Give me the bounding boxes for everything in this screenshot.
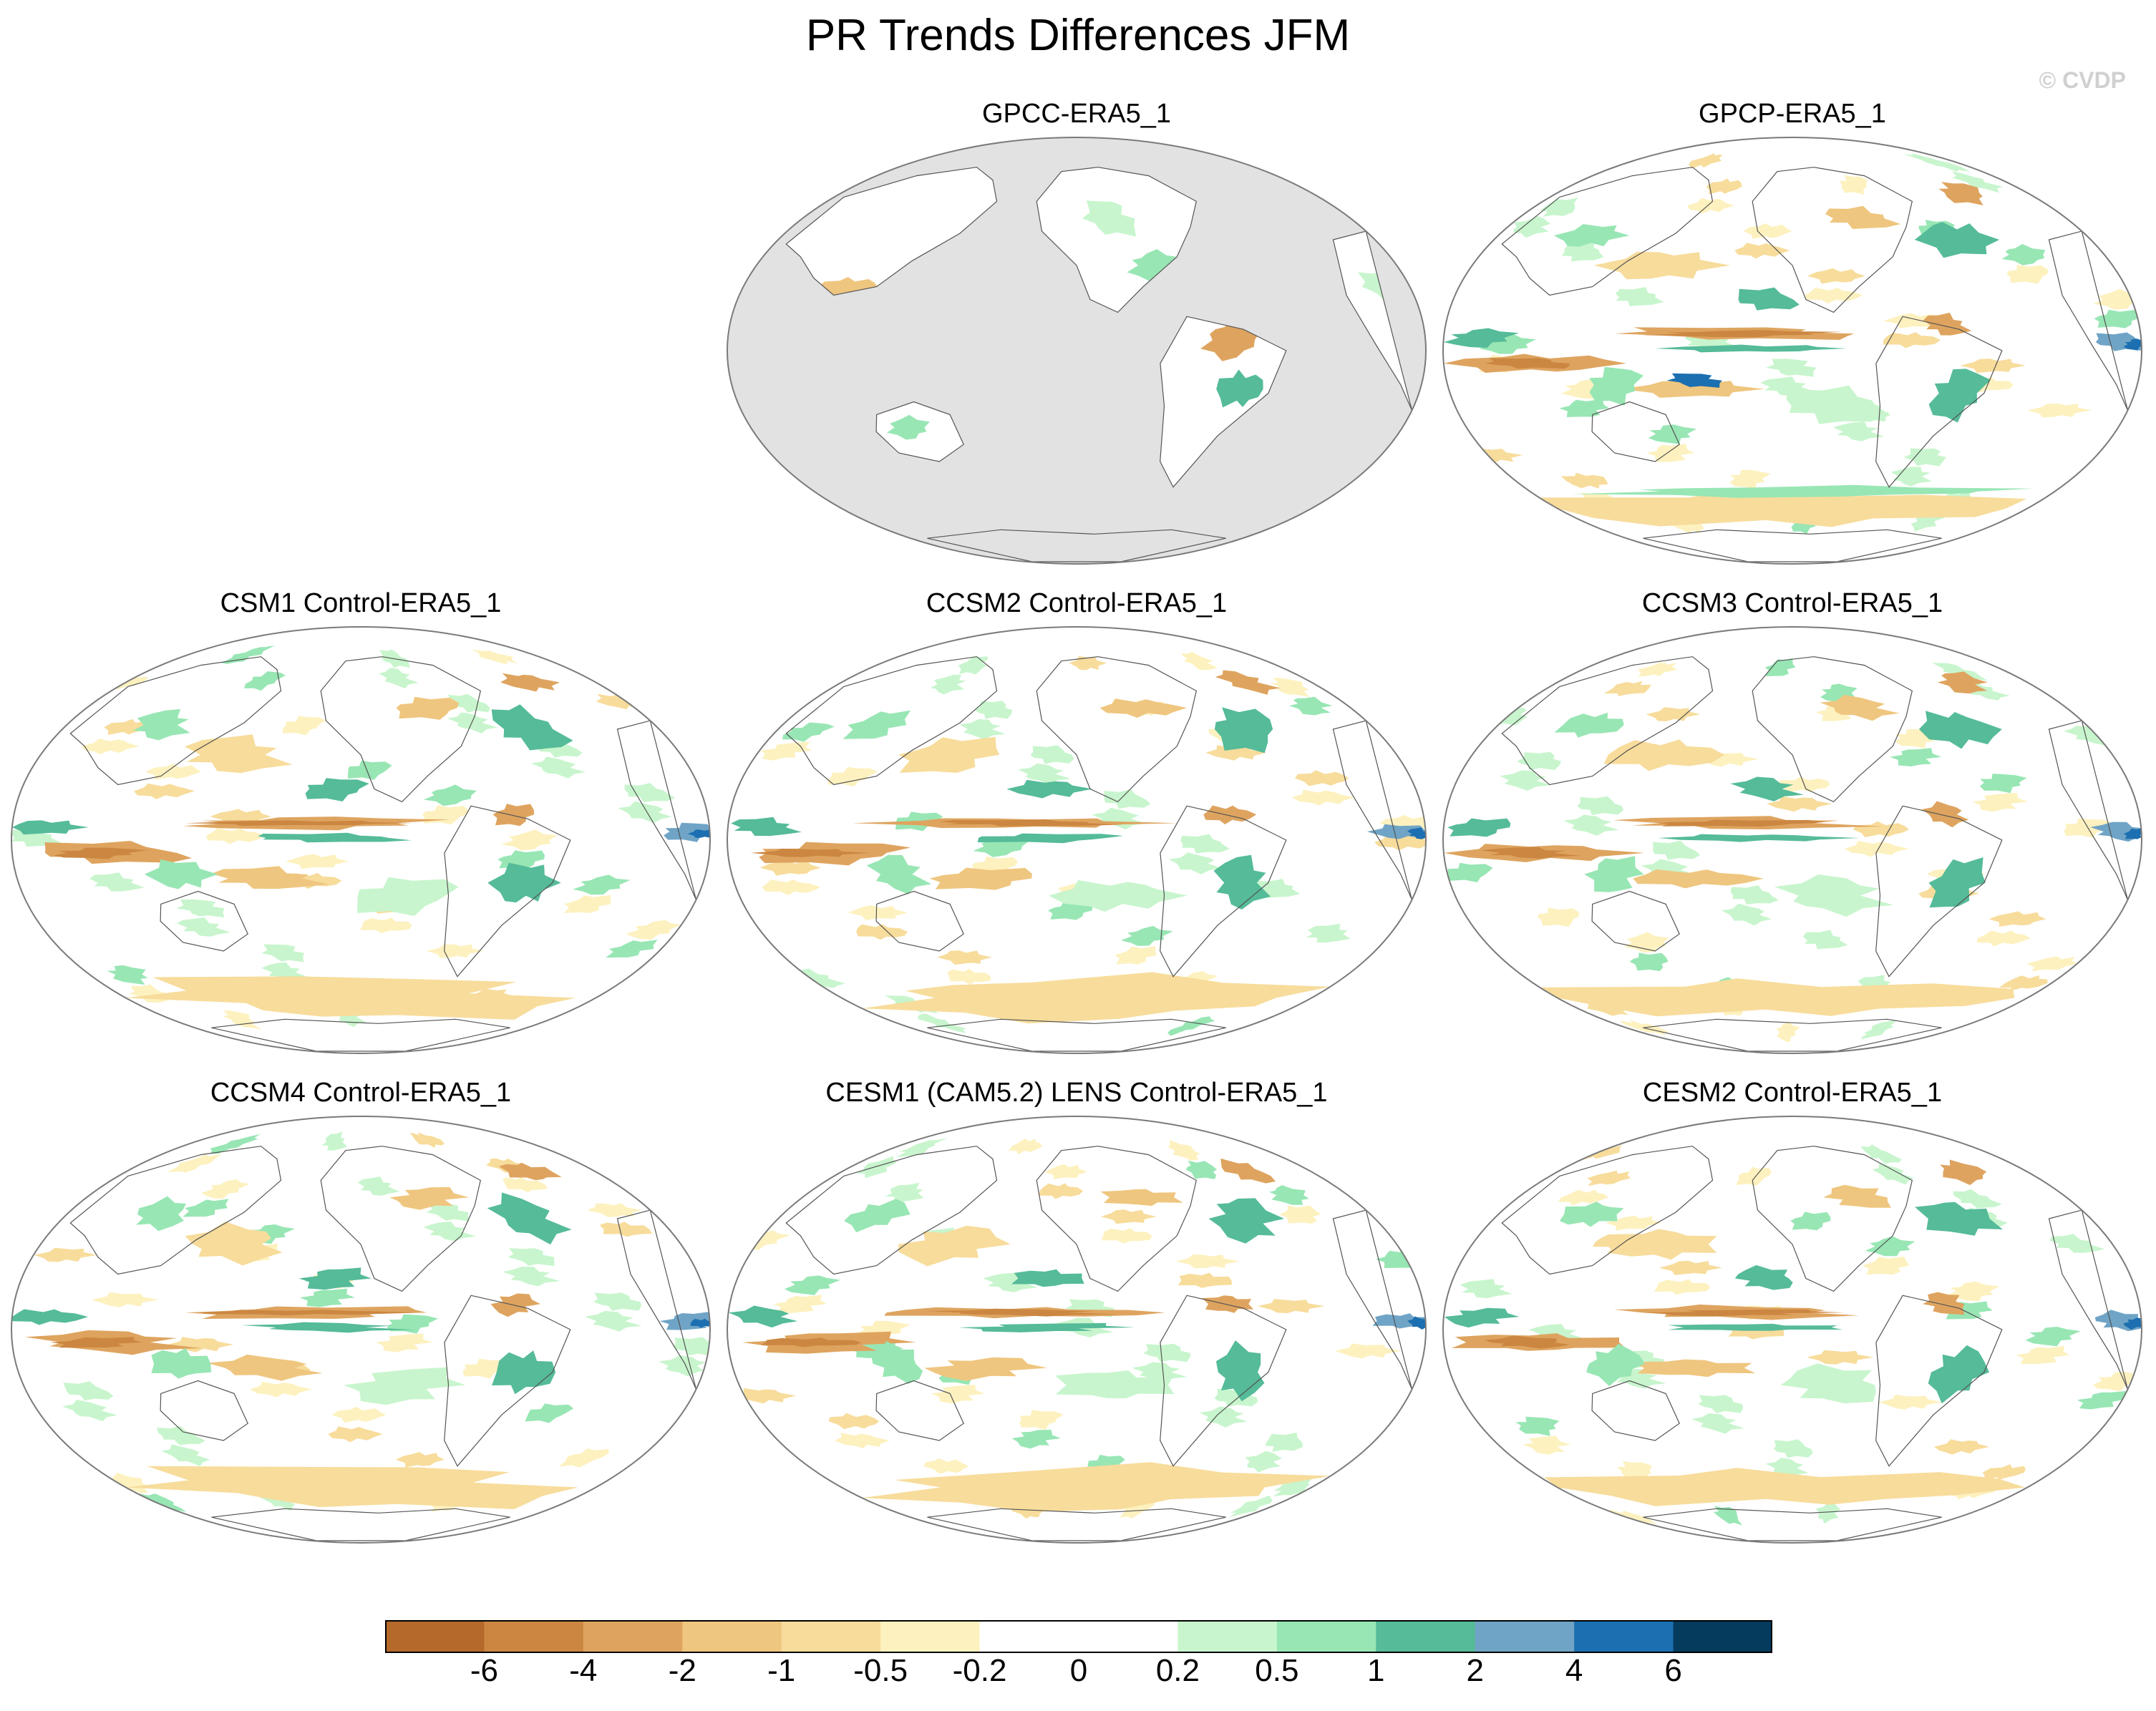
map-globe: [727, 137, 1427, 565]
colorbar-box: [1475, 1620, 1575, 1653]
colorbar-tick-labels: -6 -4 -2 -1 -0.5 -0.2 0 0.2 0.5 1 2 4 6: [0, 1653, 2156, 1696]
colorbar-tick-label: 4: [1565, 1653, 1583, 1688]
map-panel-csm1: CSM1 Control-ERA5_1: [10, 588, 712, 1061]
colorbar-box: [682, 1620, 782, 1653]
colorbar-tick-label: -0.5: [853, 1653, 908, 1688]
map-panel-ccsm3: CCSM3 Control-ERA5_1: [1442, 588, 2143, 1061]
map-globe: [11, 626, 711, 1054]
map-panel-cesm1: CESM1 (CAM5.2) LENS Control-ERA5_1: [726, 1078, 1427, 1550]
panel-title: CCSM4 Control-ERA5_1: [210, 1078, 512, 1108]
panel-title: CSM1 Control-ERA5_1: [220, 588, 502, 618]
colorbar-tick-label: 0: [1069, 1653, 1088, 1688]
panel-title: GPCP-ERA5_1: [1699, 99, 1886, 129]
figure-title: PR Trends Differences JFM: [805, 11, 1351, 60]
colorbar-tick-label: -6: [470, 1653, 498, 1688]
panel-title: GPCC-ERA5_1: [982, 99, 1171, 129]
colorbar-box: [583, 1620, 683, 1653]
panel-title: CCSM2 Control-ERA5_1: [926, 588, 1228, 618]
colorbar-box: [1574, 1620, 1674, 1653]
map-globe: [1442, 137, 2142, 565]
map-globe: [11, 1116, 711, 1544]
map-panel-ccsm4: CCSM4 Control-ERA5_1: [10, 1078, 712, 1550]
cvdp-credit: © CVDP: [2039, 67, 2126, 93]
colorbar-tick-label: -1: [767, 1653, 796, 1688]
map-panel-ccsm2: CCSM2 Control-ERA5_1: [726, 588, 1427, 1061]
colorbar: [385, 1620, 1772, 1653]
colorbar-tick-label: -2: [668, 1653, 696, 1688]
colorbar-tick-label: 6: [1664, 1653, 1682, 1688]
colorbar-tick-label: 0.2: [1155, 1653, 1200, 1688]
colorbar-box: [880, 1620, 981, 1653]
map-panel-cesm2: CESM2 Control-ERA5_1: [1442, 1078, 2143, 1550]
colorbar-box: [484, 1620, 584, 1653]
colorbar-tick-label: -0.2: [952, 1653, 1007, 1688]
map-panel-gpcc: GPCC-ERA5_1: [726, 99, 1427, 571]
colorbar-frame: [385, 1620, 1772, 1653]
panel-title: CESM1 (CAM5.2) LENS Control-ERA5_1: [825, 1078, 1328, 1108]
colorbar-box: [1079, 1620, 1178, 1653]
colorbar-box: [385, 1620, 485, 1653]
panel-title: CCSM3 Control-ERA5_1: [1641, 588, 1943, 618]
colorbar-box: [781, 1620, 881, 1653]
colorbar-tick-label: 1: [1367, 1653, 1385, 1688]
colorbar-box: [1673, 1620, 1772, 1653]
map-globe: [1442, 1116, 2142, 1544]
colorbar-box: [979, 1620, 1079, 1653]
colorbar-tick-label: -4: [569, 1653, 598, 1688]
map-panel-gpcp: GPCP-ERA5_1: [1442, 99, 2143, 571]
map-globe: [1442, 626, 2142, 1054]
panel-title: CESM2 Control-ERA5_1: [1642, 1078, 1943, 1108]
colorbar-box: [1376, 1620, 1476, 1653]
map-globe: [727, 626, 1427, 1054]
map-globe: [727, 1116, 1427, 1544]
colorbar-tick-label: 0.5: [1255, 1653, 1299, 1688]
colorbar-box: [1177, 1620, 1278, 1653]
colorbar-tick-label: 2: [1466, 1653, 1484, 1688]
colorbar-box: [1276, 1620, 1376, 1653]
